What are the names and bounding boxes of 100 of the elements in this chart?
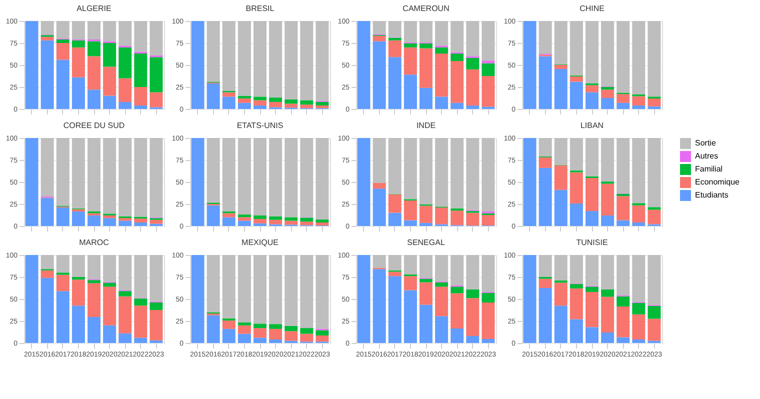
bar — [450, 293, 464, 328]
bar — [466, 298, 480, 336]
bar — [118, 78, 132, 102]
bar — [222, 92, 236, 97]
bar — [648, 21, 661, 97]
bar — [648, 306, 661, 319]
bar — [134, 21, 148, 52]
bar — [420, 282, 432, 305]
legend-label: Autres — [695, 152, 718, 160]
bar — [254, 138, 266, 216]
bar — [238, 214, 251, 218]
bar — [88, 283, 100, 318]
bar — [191, 21, 204, 109]
chart-title: ETATS-UNIS — [236, 121, 284, 130]
bar — [72, 40, 85, 48]
bar — [300, 222, 314, 226]
bar — [435, 208, 448, 224]
bar — [269, 216, 282, 220]
bar — [570, 319, 583, 343]
bar — [300, 328, 314, 334]
bar — [316, 330, 329, 336]
bar — [206, 83, 220, 109]
bar — [150, 340, 163, 343]
bar — [72, 255, 85, 277]
chart-title: CHINE — [580, 4, 604, 13]
bar — [206, 315, 220, 343]
bar — [388, 21, 402, 38]
bar — [284, 138, 298, 218]
bar — [254, 105, 266, 109]
bar — [357, 255, 370, 343]
bar — [601, 296, 614, 332]
bar — [269, 324, 282, 329]
bar — [72, 47, 85, 78]
bar — [404, 47, 417, 75]
bar — [88, 138, 100, 212]
bar — [269, 138, 282, 216]
bar — [222, 320, 236, 329]
bar — [601, 255, 614, 290]
bar — [632, 314, 646, 340]
bar — [56, 291, 70, 343]
bar — [56, 138, 70, 206]
bar — [372, 36, 386, 42]
bar — [523, 138, 536, 226]
bar — [316, 102, 329, 106]
bar — [150, 255, 163, 302]
bar — [632, 205, 646, 222]
bar — [118, 138, 132, 216]
bar — [72, 211, 85, 226]
bar — [269, 339, 282, 343]
bar — [435, 21, 448, 46]
bar — [56, 60, 70, 109]
bar — [88, 317, 100, 343]
bar — [300, 21, 314, 100]
bar — [191, 255, 204, 343]
bar — [238, 98, 251, 103]
bar — [482, 255, 495, 292]
bar — [372, 269, 386, 343]
bar — [538, 288, 552, 343]
bar — [616, 306, 630, 338]
bar — [118, 220, 132, 226]
bar — [388, 272, 402, 276]
bar — [372, 41, 386, 109]
bar — [372, 182, 386, 189]
bar — [72, 280, 85, 306]
bar — [88, 90, 100, 109]
bar — [450, 255, 464, 286]
bar — [586, 255, 598, 286]
bar — [420, 278, 432, 282]
bar — [372, 188, 386, 226]
bar — [118, 218, 132, 221]
bar — [420, 206, 432, 223]
bar — [554, 165, 568, 190]
bar — [284, 217, 298, 221]
bar — [435, 96, 448, 109]
bar — [103, 325, 116, 343]
bar — [632, 302, 646, 314]
bar — [648, 106, 661, 109]
bar — [72, 138, 85, 208]
bar — [56, 39, 70, 43]
bar — [570, 204, 583, 226]
bar — [40, 36, 54, 40]
bar — [269, 98, 282, 102]
bar — [601, 21, 614, 87]
bar — [466, 69, 480, 106]
bar — [482, 76, 495, 107]
bar — [134, 298, 148, 306]
bar — [466, 255, 480, 290]
bar — [88, 56, 100, 90]
bar — [150, 302, 163, 310]
bar — [648, 98, 661, 106]
bar — [40, 270, 54, 278]
bar — [238, 322, 251, 326]
bar — [601, 138, 614, 182]
bar — [254, 96, 266, 100]
bar — [466, 212, 480, 226]
bar — [103, 282, 116, 287]
bar — [88, 215, 100, 226]
bar — [56, 255, 70, 273]
bar — [570, 288, 583, 320]
bar — [466, 289, 480, 298]
